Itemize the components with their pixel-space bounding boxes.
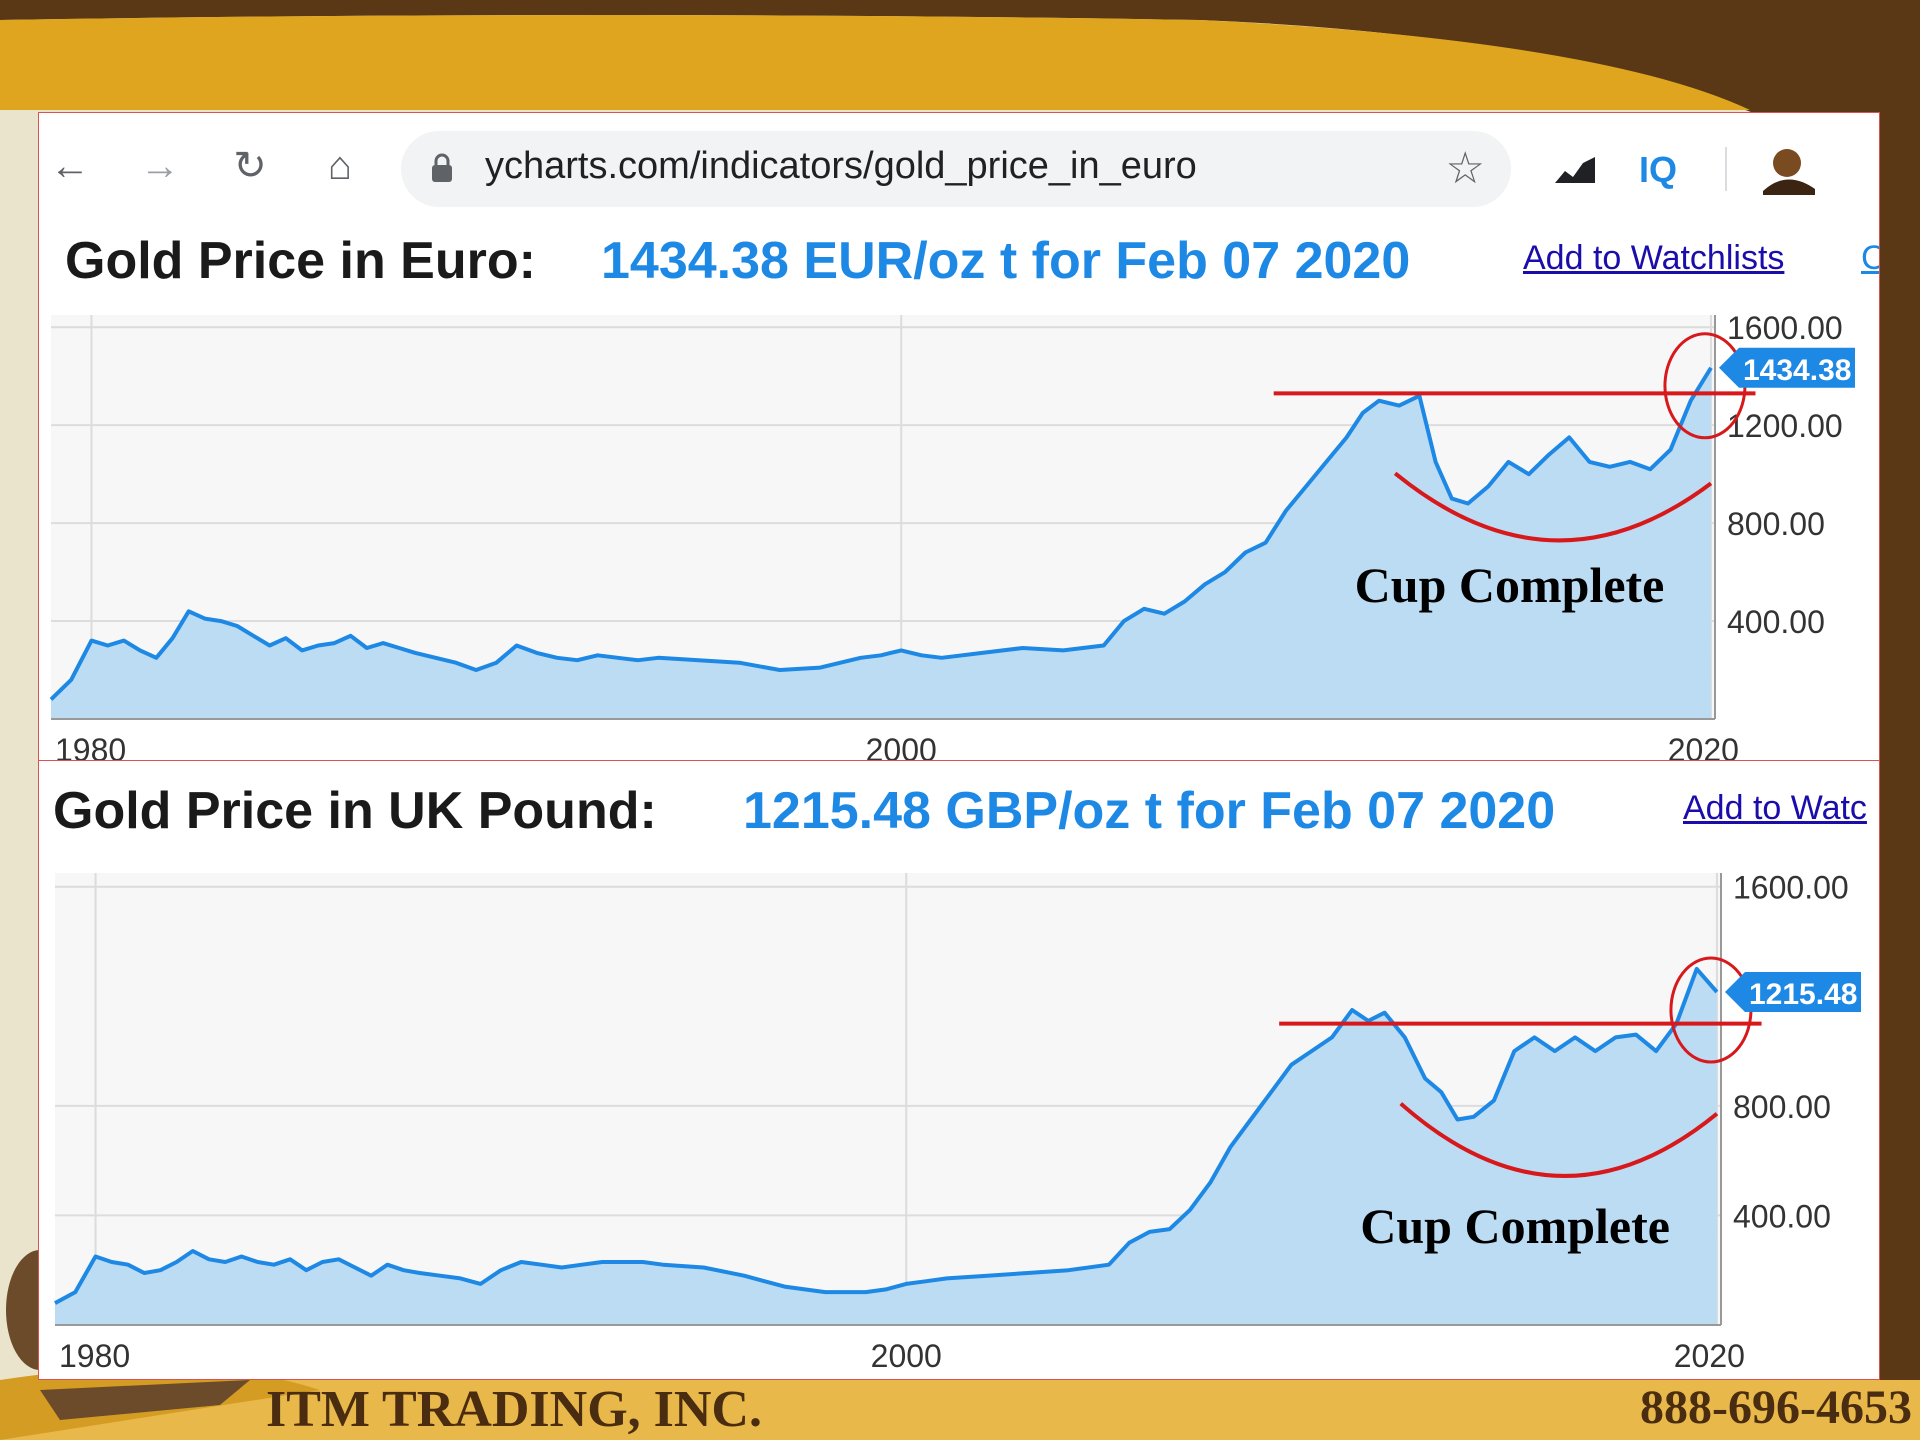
pound-chart-title: Gold Price in UK Pound: <box>53 782 657 840</box>
extra-link-fragment[interactable]: C <box>1861 239 1879 278</box>
footer-band <box>0 1380 1920 1440</box>
euro-price-line <box>49 366 1713 701</box>
pound-current-value: 1215.48 GBP/oz t for Feb 07 2020 <box>743 782 1556 840</box>
browser-toolbar: ← → ↻ ⌂ ycharts.com/indicators/gold_pric… <box>39 113 1879 223</box>
add-to-watchlists-link-2[interactable]: Add to Watc <box>1683 789 1867 827</box>
sword-logo-icon <box>40 1380 250 1420</box>
top-brown-band <box>0 0 1920 200</box>
euro-y-tick-label: 400.00 <box>1727 604 1825 640</box>
menu-dots-icon[interactable]: ⋮ <box>1869 149 1879 191</box>
pound-y-tick-label: 800.00 <box>1733 1089 1831 1125</box>
pound-chart-panel: Gold Price in UK Pound: 1215.48 GBP/oz t… <box>38 760 1880 1380</box>
euro-chart-panel: ← → ↻ ⌂ ycharts.com/indicators/gold_pric… <box>38 112 1880 772</box>
url-text: ycharts.com/indicators/gold_price_in_eur… <box>485 145 1197 187</box>
pound-last-value-label: 1215.48 <box>1749 978 1857 1011</box>
footer-phone-number: 888-696-4653 <box>1640 1381 1912 1434</box>
pound-x-tick-label: 1980 <box>59 1338 130 1374</box>
pound-title-row: Gold Price in UK Pound: 1215.48 GBP/oz t… <box>39 773 1879 857</box>
pound-cup-curve <box>1399 1102 1719 1178</box>
pound-area-fill <box>55 968 1717 1325</box>
pound-y-tick-label: 400.00 <box>1733 1198 1831 1234</box>
footer-company-name: ITM TRADING, INC. <box>266 1381 762 1438</box>
euro-cup-complete-label: Cup Complete <box>1355 557 1665 613</box>
euro-title-row: Gold Price in Euro: 1434.38 EUR/oz t for… <box>39 223 1879 307</box>
pound-price-line <box>54 966 1719 1305</box>
euro-y-tick-label: 800.00 <box>1727 506 1825 542</box>
forward-arrow-icon[interactable]: → <box>140 143 180 188</box>
lock-icon <box>432 153 452 182</box>
pound-y-tick-label: 1600.00 <box>1733 870 1849 906</box>
pound-x-tick-label: 2020 <box>1674 1338 1745 1374</box>
euro-last-value-tag <box>1719 347 1855 388</box>
euro-last-value-label: 1434.38 <box>1743 354 1851 387</box>
reload-icon[interactable]: ↻ <box>233 144 267 188</box>
toolbar-divider <box>1725 147 1727 191</box>
pound-x-tick-label: 2000 <box>871 1338 942 1374</box>
euro-y-tick-label: 1600.00 <box>1727 310 1843 346</box>
pound-last-value-tag <box>1725 972 1861 1013</box>
address-bar[interactable]: ycharts.com/indicators/gold_price_in_eur… <box>401 131 1511 207</box>
home-icon[interactable]: ⌂ <box>327 143 353 188</box>
bookmark-star-icon[interactable]: ☆ <box>1445 144 1485 193</box>
right-brown-edge <box>1880 130 1920 1440</box>
iq-extension-button[interactable]: IQ <box>1639 149 1678 190</box>
euro-current-value: 1434.38 EUR/oz t for Feb 07 2020 <box>601 232 1411 290</box>
back-arrow-icon[interactable]: ← <box>50 143 90 188</box>
pound-price-chart: 400.00 800.00 1600.00 1980 2000 2020 1215.48 Cu… <box>54 870 1861 1374</box>
euro-cup-curve <box>1393 471 1713 543</box>
euro-area-fill <box>51 367 1711 719</box>
pound-cup-complete-label: Cup Complete <box>1360 1198 1670 1254</box>
top-gold-band <box>0 15 1750 110</box>
euro-chart-title: Gold Price in Euro: <box>65 232 536 290</box>
add-to-watchlists-link[interactable]: Add to Watchlists <box>1523 239 1785 277</box>
euro-y-tick-label: 1200.00 <box>1727 408 1843 444</box>
profile-avatar[interactable] <box>1757 139 1821 199</box>
chart-extension-icon[interactable] <box>1553 155 1597 185</box>
